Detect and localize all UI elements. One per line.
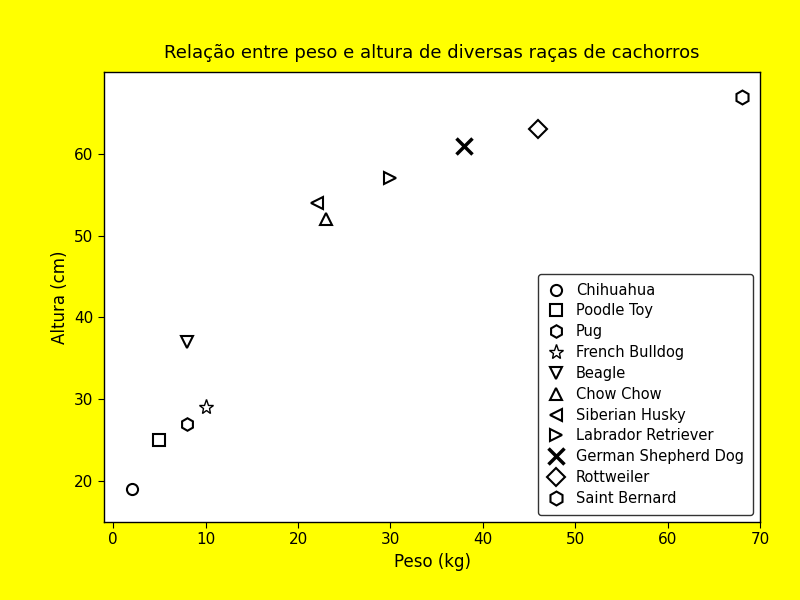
Y-axis label: Altura (cm): Altura (cm)	[50, 250, 69, 344]
Legend: Chihuahua, Poodle Toy, Pug, French Bulldog, Beagle, Chow Chow, Siberian Husky, L: Chihuahua, Poodle Toy, Pug, French Bulld…	[538, 274, 753, 515]
X-axis label: Peso (kg): Peso (kg)	[394, 553, 470, 571]
Title: Relação entre peso e altura de diversas raças de cachorros: Relação entre peso e altura de diversas …	[164, 44, 700, 62]
